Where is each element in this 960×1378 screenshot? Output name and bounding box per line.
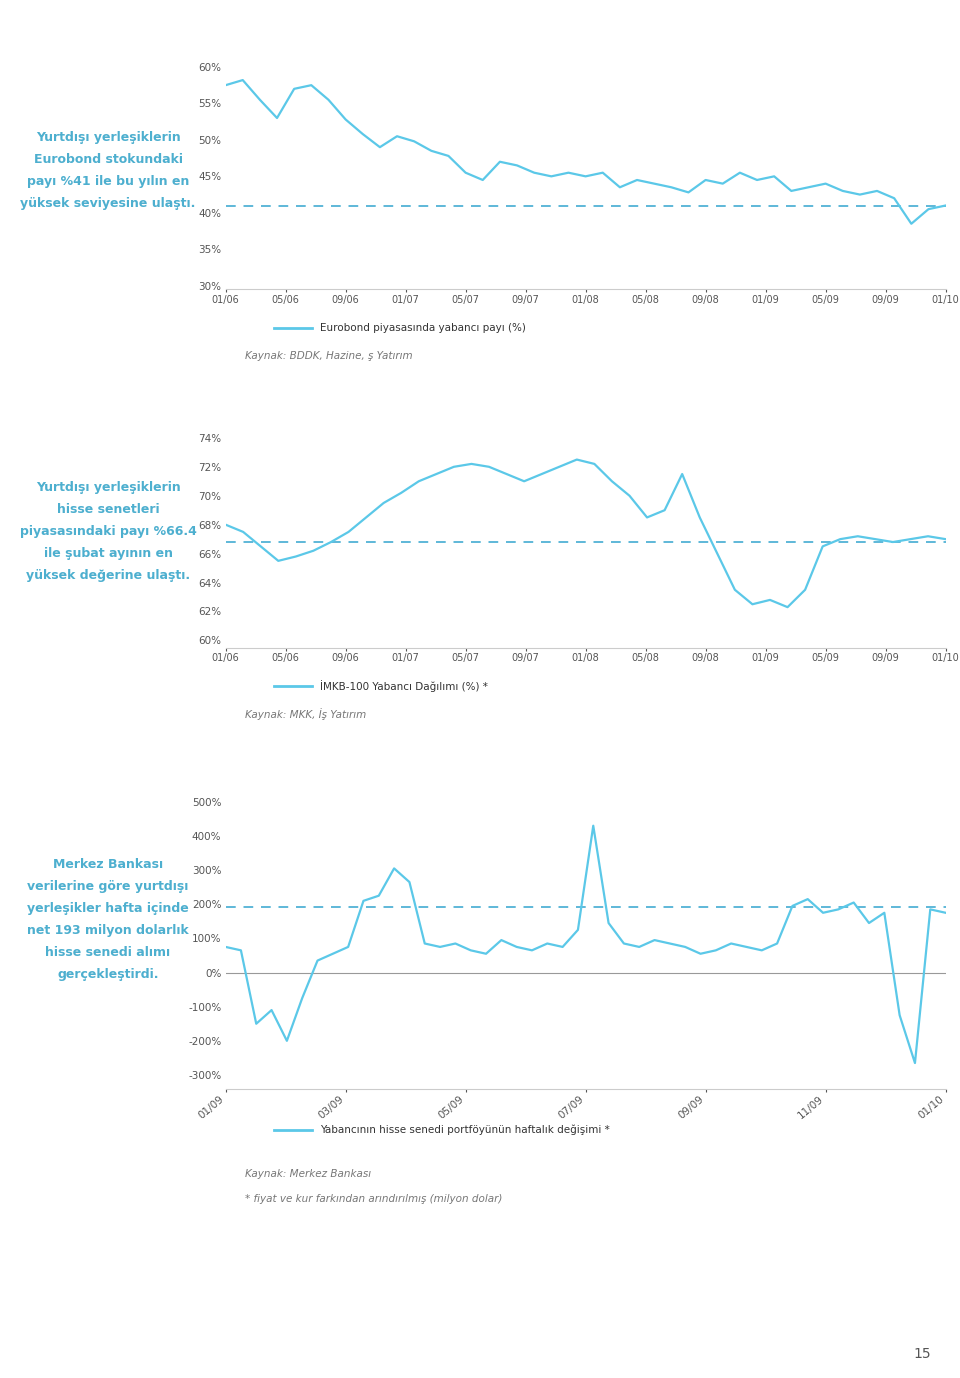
Text: Eurobond piyasasında yabancı payı: Eurobond piyasasında yabancı payı	[225, 30, 500, 44]
Text: Kaynak: BDDK, Hazine, ş Yatırım: Kaynak: BDDK, Hazine, ş Yatırım	[245, 350, 413, 361]
Text: Kaynak: MKK, İş Yatırım: Kaynak: MKK, İş Yatırım	[245, 708, 366, 719]
Text: * fiyat ve kur farkından arındırılmış (milyon dolar): * fiyat ve kur farkından arındırılmış (m…	[245, 1193, 502, 1204]
Text: Merkez Bankası
verilerine göre yurtdışı
yerleşikler hafta içinde
net 193 milyon : Merkez Bankası verilerine göre yurtdışı …	[27, 858, 189, 981]
Text: Yurtdışı yerleşiklerin
Eurobond stokundaki
payı %41 ile bu yılın en
yüksek seviy: Yurtdışı yerleşiklerin Eurobond stokunda…	[20, 131, 196, 211]
Text: 15: 15	[914, 1348, 931, 1361]
Text: Eurobond piyasasında yabancı payı (%): Eurobond piyasasında yabancı payı (%)	[320, 322, 525, 333]
Text: İMKB-100’deki yabancı payı: İMKB-100’deki yabancı payı	[225, 393, 441, 409]
Text: Yabancıların hisse senedi portföyündeki haftalık değişim: Yabancıların hisse senedi portföyündeki …	[225, 759, 669, 773]
Text: Yurtdışı yerleşiklerin
hisse senetleri
piyasasındaki payı %66.4
ile şubat ayının: Yurtdışı yerleşiklerin hisse senetleri p…	[19, 481, 197, 583]
Text: Kaynak: Merkez Bankası: Kaynak: Merkez Bankası	[245, 1169, 371, 1180]
Text: Yabancının hisse senedi portföyünün haftalık değişimi *: Yabancının hisse senedi portföyünün haft…	[320, 1124, 610, 1135]
Text: İMKB-100 Yabancı Dağılımı (%) *: İMKB-100 Yabancı Dağılımı (%) *	[320, 681, 488, 692]
